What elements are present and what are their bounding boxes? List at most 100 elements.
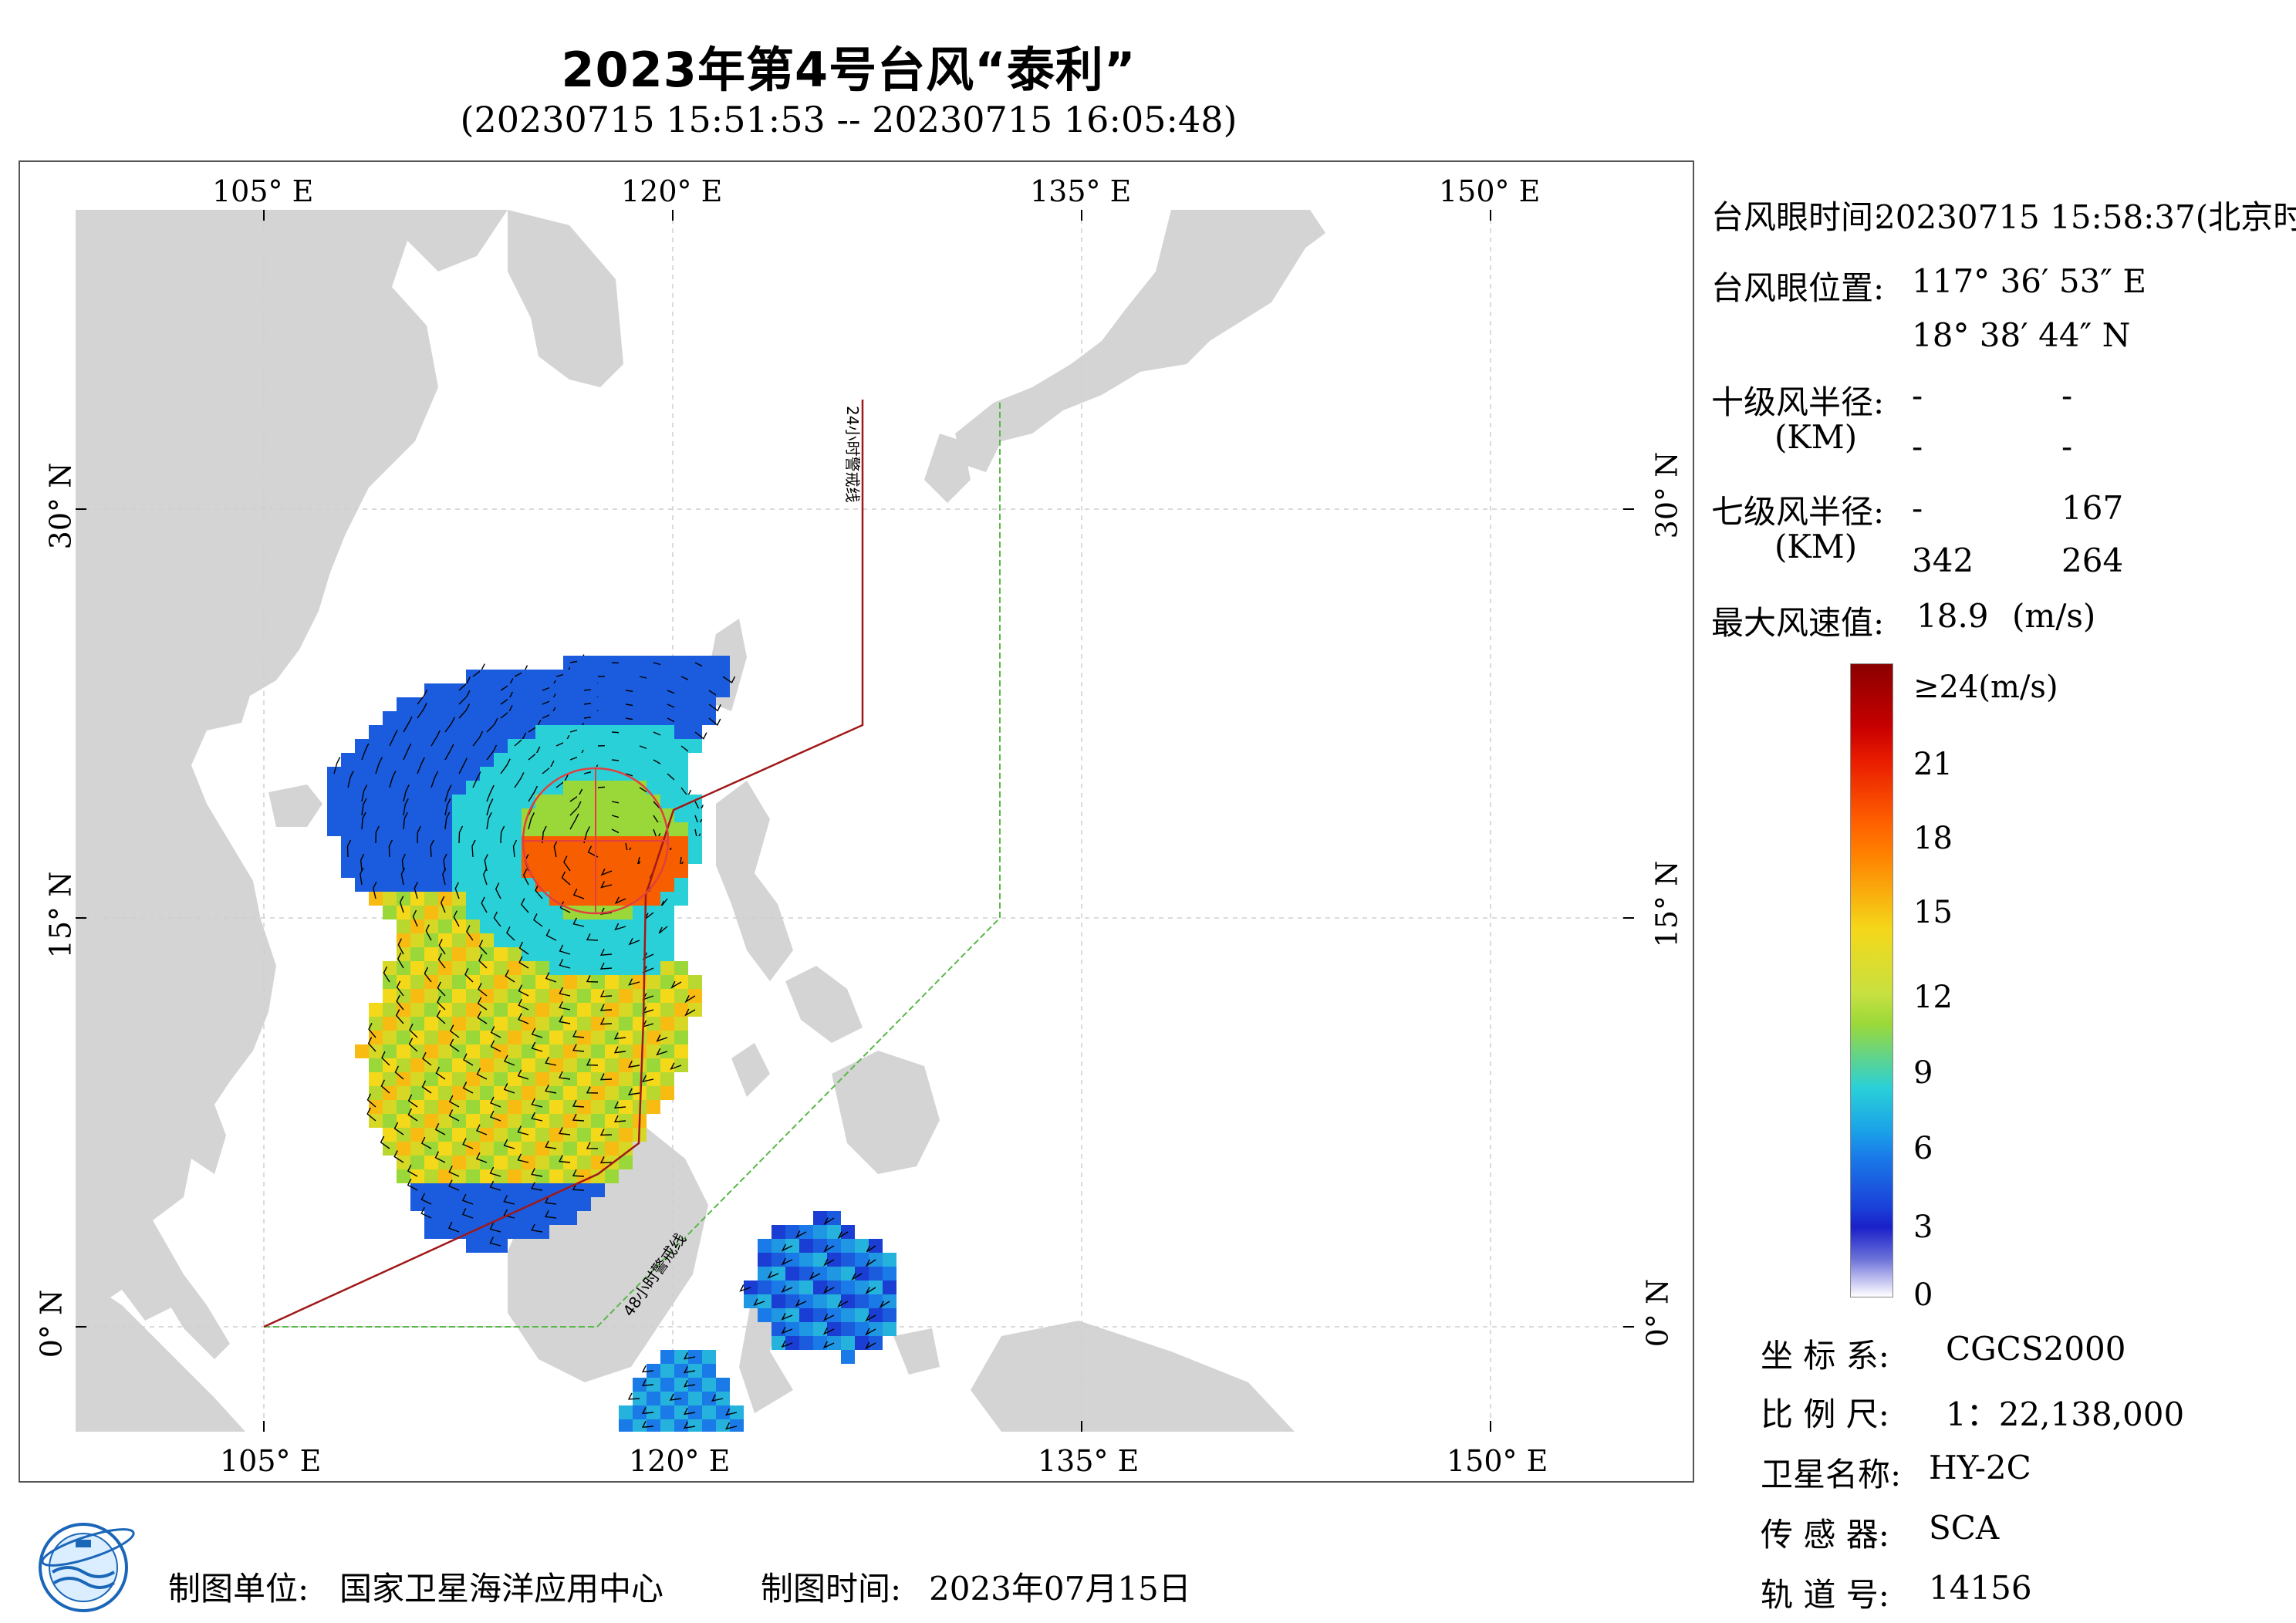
wind-cell <box>410 975 424 989</box>
wind-barb <box>559 901 571 913</box>
wind-cell <box>397 1142 410 1156</box>
wind-cell <box>549 919 563 933</box>
wind-barb <box>531 1182 543 1191</box>
wind-cell <box>577 725 591 739</box>
wind-barb <box>599 948 613 957</box>
wind-barb <box>586 1142 599 1149</box>
wind-cell <box>466 892 480 906</box>
wind-cell <box>522 933 535 947</box>
wind-cell <box>660 1405 674 1419</box>
wind-cell <box>549 1044 563 1058</box>
wind-cell <box>563 683 577 697</box>
wind-cell <box>577 878 591 892</box>
wind-barb <box>879 1301 890 1309</box>
wind-barb <box>400 867 406 886</box>
wind-cell <box>494 933 508 947</box>
wind-barb <box>559 1000 571 1011</box>
wind-cell <box>452 989 466 1003</box>
wind-cell <box>647 739 660 753</box>
wind-cell <box>466 1044 480 1058</box>
wind-cell <box>647 697 660 711</box>
wind-cell <box>591 989 605 1003</box>
wind-barb <box>360 853 365 872</box>
wind-barb <box>401 853 407 872</box>
sensor-label: 传 感 器: <box>1761 1516 1889 1554</box>
wind-barb <box>599 962 613 970</box>
wind-cell <box>619 850 633 864</box>
wind-cell <box>383 1031 397 1044</box>
wind-cell <box>841 1336 855 1350</box>
wind-barb <box>533 913 543 927</box>
wind-barb <box>407 1108 418 1122</box>
wind-cell <box>535 933 549 947</box>
wind-cell <box>494 1156 508 1169</box>
wind-barb <box>670 980 682 989</box>
wind-cell <box>466 919 480 933</box>
wind-barb <box>442 868 447 886</box>
wind-barb <box>478 940 488 955</box>
wind-cell <box>341 795 355 808</box>
wind-cell <box>633 864 647 878</box>
wind-cell <box>660 1364 674 1378</box>
wind-barb <box>545 929 557 941</box>
wind-barb <box>572 1183 585 1191</box>
map-title: 2023年第4号台风“泰利” <box>561 42 1136 98</box>
crs-value: CGCS2000 <box>1946 1330 2126 1368</box>
wind-barb <box>545 1140 557 1149</box>
wind-cell <box>535 822 549 836</box>
wind-cell <box>494 822 508 836</box>
wind-barb <box>361 743 370 761</box>
wind-barb <box>478 983 488 997</box>
wind-cell <box>466 989 480 1003</box>
wind-cell <box>577 1128 591 1142</box>
wind-cell <box>716 1378 730 1392</box>
wind-cell <box>452 1156 466 1169</box>
wind-cell <box>647 670 660 683</box>
wind-cell <box>410 1003 424 1017</box>
wind-cell <box>383 1072 397 1086</box>
wind-barb <box>809 1272 821 1280</box>
wind-barb <box>375 825 380 844</box>
wind-cell <box>633 767 647 781</box>
wind-cell <box>577 989 591 1003</box>
wind-cell <box>438 975 452 989</box>
wind-cell <box>480 711 494 725</box>
wind-speed-colorbar <box>1850 663 1893 1297</box>
maker-value: 国家卫星海洋应用中心 <box>339 1570 664 1608</box>
wind-cell <box>660 781 674 795</box>
wind-barb <box>489 1110 501 1122</box>
wind-barb <box>361 812 366 830</box>
wind-barb <box>420 1206 432 1219</box>
wind-cell <box>813 1294 827 1308</box>
wind-barb <box>641 1406 654 1415</box>
wind-barb <box>375 757 383 774</box>
wind-barb <box>628 937 640 946</box>
wind-cell <box>619 1017 633 1031</box>
wind-cell <box>494 781 508 795</box>
wind-cell <box>466 1169 480 1183</box>
wind-cell <box>563 933 577 947</box>
wind-cell <box>619 1142 633 1156</box>
wind-cell <box>647 1100 660 1114</box>
wind-cell <box>383 892 397 906</box>
wind-barb <box>444 717 455 733</box>
wind-cell <box>591 1017 605 1031</box>
wind-cell <box>633 822 647 836</box>
wind-barb <box>366 1107 376 1122</box>
wind-barb <box>781 1243 793 1252</box>
wind-barb <box>453 910 460 927</box>
agency-logo-icon <box>39 1523 135 1612</box>
wind-cell <box>660 1003 674 1017</box>
wind-cell <box>647 1419 660 1432</box>
wind-cell <box>577 656 591 670</box>
wind-cell <box>522 836 535 850</box>
wind-cell <box>549 1128 563 1142</box>
wind-cell <box>799 1281 813 1294</box>
wind-cell <box>508 808 522 822</box>
wind-cell <box>591 711 605 725</box>
maker-label: 制图单位: <box>168 1570 309 1608</box>
wind-barb <box>403 812 408 830</box>
wind-barb <box>563 855 571 872</box>
wind-cell <box>397 1169 410 1183</box>
wind-cell <box>508 989 522 1003</box>
